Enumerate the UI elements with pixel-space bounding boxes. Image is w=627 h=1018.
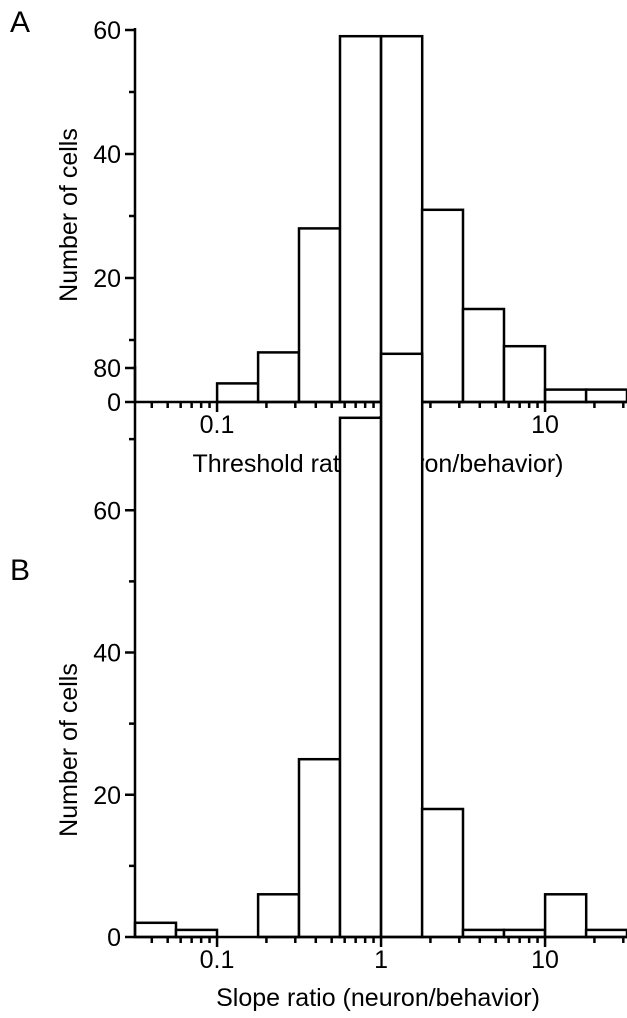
panel-b-letter: B xyxy=(10,554,30,587)
panel-a-y-axis: 0 20 40 60 xyxy=(93,17,137,417)
panel-a-bar-5 xyxy=(379,34,424,404)
panel-b-y-tick-label: 80 xyxy=(93,355,121,383)
panel-a-bars xyxy=(215,34,627,404)
panel-b-bar-7 xyxy=(420,807,465,939)
panel-a-bar-4 xyxy=(338,34,383,404)
panel-a-y-tick-label: 40 xyxy=(93,141,121,169)
panel-b-y-axis: 0 20 40 60 80 xyxy=(93,355,137,952)
panel-b-x-tick-label: 0.1 xyxy=(200,946,235,974)
panel-b-y-tick-label: 60 xyxy=(93,497,121,525)
panel-a-bar-3 xyxy=(297,227,342,404)
panel-b-y-tick-label: 40 xyxy=(93,640,121,668)
panel-b-bar-6 xyxy=(379,352,424,939)
panel-a-y-tick-label: 60 xyxy=(93,17,121,45)
panel-b-bar-3 xyxy=(256,893,301,939)
panel-b-x-tick-label: 1 xyxy=(374,946,388,974)
panel-b-y-tick-label: 20 xyxy=(93,782,121,810)
panel-b-x-tick-label: 10 xyxy=(531,946,559,974)
panel-a-y-axis-title: Number of cells xyxy=(55,128,83,302)
panel-a-y-tick-label: 20 xyxy=(93,265,121,293)
panel-a-bar-6 xyxy=(420,208,465,404)
panel-b-bar-1 xyxy=(133,921,178,939)
panel-a-bar-8 xyxy=(502,344,547,404)
panel-b-x-axis: 0.1 1 10 xyxy=(135,935,627,974)
panel-a-x-tick-label: 0.1 xyxy=(200,411,235,439)
panel-b: B 0 20 40 60 80 0.1 1 10 Number of cells Slope… xyxy=(10,352,627,1012)
panel-b-bar-10 xyxy=(543,893,588,939)
panel-a-bar-1 xyxy=(215,382,260,404)
panel-a-bar-10 xyxy=(584,388,627,404)
panel-a-bar-9 xyxy=(543,388,588,404)
panel-b-bars xyxy=(133,352,627,939)
panel-a-x-tick-label: 10 xyxy=(531,411,559,439)
panel-b-y-tick-label: 0 xyxy=(107,924,121,952)
panel-b-bar-5 xyxy=(338,416,383,939)
panel-b-y-axis-title: Number of cells xyxy=(55,663,83,837)
panel-b-bar-4 xyxy=(297,757,342,939)
panel-a-bar-7 xyxy=(461,307,506,404)
panel-a-letter: A xyxy=(10,6,30,39)
panel-a-y-tick-label: 0 xyxy=(107,389,121,417)
panel-b-x-axis-title: Slope ratio (neuron/behavior) xyxy=(216,984,540,1012)
panel-a-bar-2 xyxy=(256,351,301,404)
